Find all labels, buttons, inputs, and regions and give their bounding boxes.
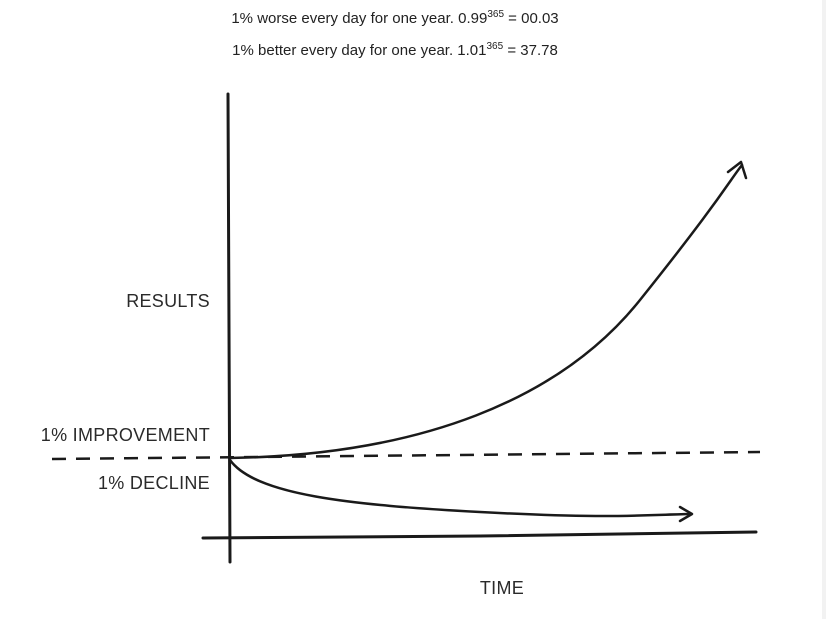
x-axis-label: TIME	[480, 578, 524, 598]
x-axis	[201, 530, 758, 540]
caption-better: 1% better every day for one year. 1.0136…	[232, 41, 558, 60]
improvement-label: 1% IMPROVEMENT	[41, 425, 210, 445]
series-growth-curve	[228, 163, 744, 460]
decline-label: 1% DECLINE	[98, 473, 210, 493]
right-edge-strip	[822, 0, 826, 619]
y-axis	[226, 92, 232, 564]
series-decay-arrowhead	[678, 505, 694, 523]
baseline-dashed	[51, 450, 761, 461]
caption-worse: 1% worse every day for one year. 0.99365…	[231, 9, 559, 28]
series-decay-curve	[228, 458, 692, 518]
series-growth-arrowhead	[726, 160, 748, 180]
y-axis-label: RESULTS	[126, 291, 210, 311]
